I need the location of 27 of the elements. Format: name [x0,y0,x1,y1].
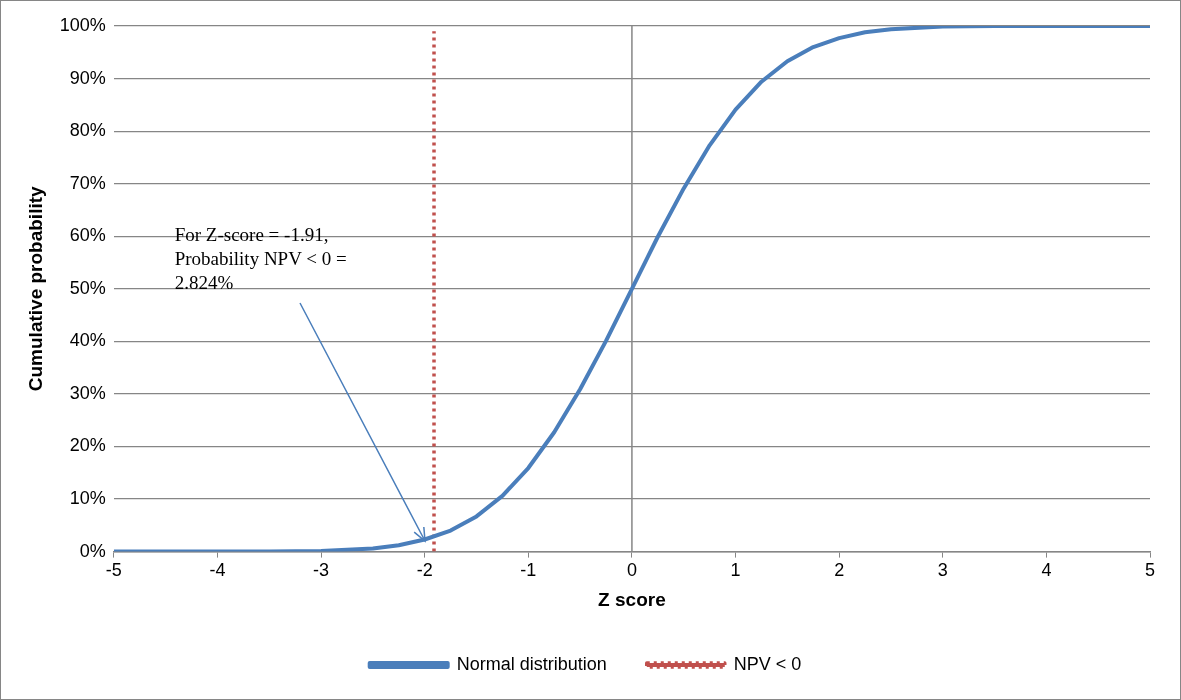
legend-label: NPV < 0 [733,653,802,674]
y-tick-label: 0% [79,540,106,561]
annotation: For Z-score = -1.91, Probability NPV < 0 = 2.824% [174,223,347,293]
x-tick-label: 5 [1144,560,1156,581]
y-tick-label: 40% [69,330,106,351]
x-tick-label: -4 [209,560,226,581]
x-tick-label: -2 [416,560,433,581]
y-tick-label: 70% [69,172,106,193]
x-tick-label: 2 [834,560,845,581]
x-tick-label: 1 [730,560,741,581]
x-tick-label: -5 [105,560,122,581]
y-tick-label: 10% [69,488,106,509]
x-tick-label: 0 [626,560,637,581]
x-axis-title: Z score [598,588,666,610]
y-axis-title: Cumulative probability [24,185,46,392]
legend-label: Normal distribution [456,653,607,674]
y-tick-label: 50% [69,277,106,298]
y-tick-label: 80% [69,120,106,141]
x-tick-label: -1 [520,560,537,581]
x-tick-label: -3 [313,560,330,581]
y-tick-label: 100% [59,14,106,35]
x-tick-label: 4 [1041,560,1052,581]
x-tick-label: 3 [937,560,948,581]
y-tick-label: 90% [69,67,106,88]
y-tick-label: 30% [69,382,106,403]
y-tick-label: 20% [69,435,106,456]
y-tick-label: 60% [69,225,106,246]
